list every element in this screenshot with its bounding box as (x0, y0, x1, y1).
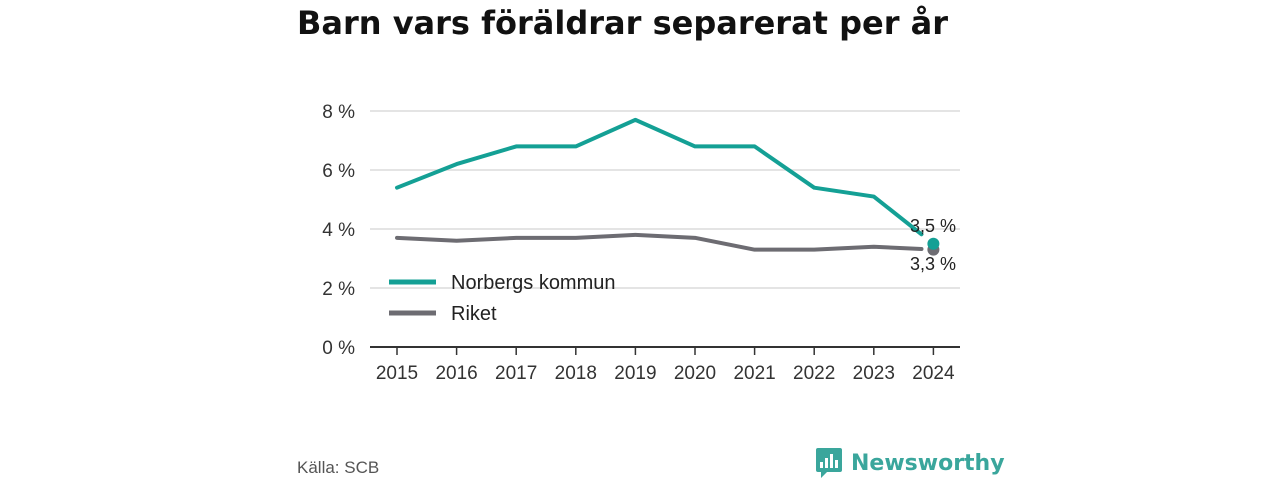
chart-title: Barn vars föräldrar separerat per år (297, 4, 949, 42)
x-axis: 2015 2016 2017 2018 2019 2020 2021 2022 2023 2024 (370, 346, 960, 384)
grid-lines (370, 110, 960, 289)
series-line-riket (395, 232, 924, 252)
series-lines (395, 117, 940, 256)
brand-logo: Newsworthy (815, 447, 1005, 479)
end-value-label: 3,5 % (910, 216, 956, 236)
series-end-marker (927, 237, 940, 250)
y-tick-label: 6 % (322, 161, 355, 182)
end-labels: 3,5 % 3,3 % (910, 216, 956, 274)
x-tick-label: 2024 (912, 363, 955, 384)
y-tick-label: 0 % (322, 338, 355, 359)
x-tick-label: 2019 (614, 363, 656, 384)
legend-label: Norbergs kommun (451, 272, 616, 294)
x-tick-label: 2020 (674, 363, 716, 384)
x-tick-label: 2016 (435, 363, 477, 384)
x-tick-label: 2023 (853, 363, 895, 384)
x-tick-label: 2022 (793, 363, 835, 384)
y-tick-label: 4 % (322, 220, 355, 241)
x-tick-label: 2015 (376, 363, 418, 384)
end-value-label: 3,3 % (910, 254, 956, 274)
y-tick-label: 8 % (322, 102, 355, 123)
x-tick-label: 2017 (495, 363, 537, 384)
series-line-norberg (395, 117, 924, 237)
x-tick-label: 2021 (733, 363, 775, 384)
legend: Norbergs kommun Riket (389, 272, 616, 325)
line-chart: 0 % 2 % 4 % 6 % 8 % 2015 2016 2017 2018 2019 2020… (322, 102, 960, 384)
legend-label: Riket (451, 303, 497, 325)
brand-name: Newsworthy (851, 450, 1005, 476)
bar-chart-speech-bubble-icon (816, 448, 842, 478)
y-axis-ticks: 0 % 2 % 4 % 6 % 8 % (322, 102, 355, 359)
x-tick-label: 2018 (555, 363, 597, 384)
y-tick-label: 2 % (322, 279, 355, 300)
source-note: Källa: SCB (297, 458, 380, 477)
